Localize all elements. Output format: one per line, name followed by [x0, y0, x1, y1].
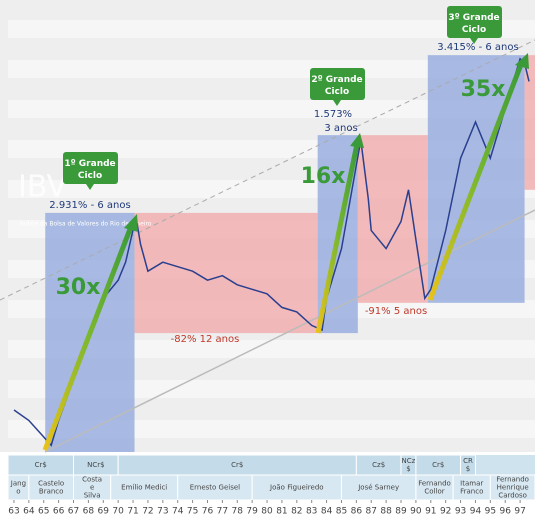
cycle-region [357, 135, 428, 303]
trend-upper [0, 39, 535, 301]
currency-label: Cr$ [35, 461, 47, 469]
x-tick-label: 74 [172, 507, 184, 517]
x-tick-label: 96 [499, 507, 511, 517]
x-tick-label: 71 [127, 507, 138, 517]
cycle-callout: 1º Grande Ciclo [64, 159, 115, 181]
stripe [8, 420, 535, 438]
president-label: Emílio Medici [121, 484, 167, 492]
x-tick-label: 94 [470, 507, 482, 517]
x-tick-label: 91 [425, 507, 436, 517]
x-tick-label: 82 [291, 507, 302, 517]
x-tick-label: 85 [336, 507, 347, 517]
multiple: 16x [301, 164, 346, 189]
currency-label: NCr$ [87, 461, 104, 469]
president-label: José Sarney [357, 484, 399, 492]
cycle-decline: -91% 5 anos [365, 306, 427, 317]
x-tick-label: 88 [380, 507, 392, 517]
multiple: 35x [461, 77, 506, 102]
cycle-gain: 2.931% - 6 anos [49, 200, 130, 211]
president-cell [110, 474, 179, 501]
x-tick-label: 84 [321, 507, 333, 517]
cycle-decline: -82% 12 anos [171, 334, 240, 345]
cycle-region [134, 212, 318, 334]
president-label: João Figueiredo [269, 484, 324, 492]
x-tick-label: 65 [38, 507, 49, 517]
president-cell [452, 474, 491, 501]
president-label: Itamar Franco [460, 480, 483, 496]
x-tick-label: 75 [187, 507, 198, 517]
president-cell [28, 474, 75, 501]
cycle-callout: 2º Grande Ciclo [311, 75, 362, 97]
x-tick-label: 80 [261, 507, 273, 517]
cycle-gain: 3 anos [324, 123, 357, 134]
x-tick-label: 79 [246, 507, 258, 517]
x-tick-label: 90 [410, 507, 422, 517]
president-cell [415, 474, 454, 501]
currency-label: NCz $ [402, 457, 416, 473]
x-tick-label: 93 [455, 507, 466, 517]
x-tick-label: 78 [232, 507, 244, 517]
x-tick-label: 86 [351, 507, 363, 517]
currency-label: Cz$ [372, 461, 385, 469]
x-tick-label: 67 [68, 507, 79, 517]
x-tick-label: 97 [514, 507, 525, 517]
cycle-region [524, 55, 535, 190]
x-tick-label: 73 [157, 507, 168, 517]
president-label: Jang o [10, 480, 26, 496]
x-tick-label: 81 [276, 507, 287, 517]
president-cell [177, 474, 253, 501]
currency-label: CR $ [463, 457, 473, 473]
trend-lower [44, 209, 535, 453]
president-label: Fernando Henrique Cardoso [496, 476, 529, 500]
cycle-callout: 3º Grande Ciclo [448, 13, 499, 35]
x-tick-label: 92 [440, 507, 451, 517]
cycle-gain: 3.415% - 6 anos [437, 42, 518, 53]
president-label: Costa e Silva [82, 476, 102, 500]
x-tick-label: 95 [485, 507, 496, 517]
x-tick-label: 66 [53, 507, 65, 517]
president-cell [489, 474, 535, 501]
stripe [8, 20, 535, 38]
x-tick-label: 76 [202, 507, 214, 517]
x-tick-label: 83 [306, 507, 317, 517]
arrows [42, 53, 529, 451]
stripe [8, 60, 535, 78]
x-tick-label: 89 [395, 507, 407, 517]
watermark: IBV [18, 170, 68, 205]
x-tick-label: 72 [142, 507, 153, 517]
cycle-gain: 1.573% [314, 109, 352, 120]
price-line [13, 57, 530, 447]
stripe [8, 340, 535, 358]
x-tick-label: 87 [366, 507, 377, 517]
president-label: Castelo Branco [38, 480, 64, 496]
callouts [63, 6, 502, 190]
president-label: Fernando Collor [418, 480, 451, 496]
x-tick-label: 69 [98, 507, 110, 517]
x-tick-label: 77 [217, 507, 228, 517]
watermark-subtitle: Índice da Bolsa de Valores do Rio de Jan… [20, 221, 152, 228]
stripe [8, 100, 535, 118]
x-tick-label: 68 [83, 507, 95, 517]
currency-label: Cr$ [432, 461, 444, 469]
x-tick-label: 70 [112, 507, 124, 517]
x-tick-label: 63 [8, 507, 19, 517]
president-label: Ernesto Geisel [190, 484, 240, 492]
stripe [8, 380, 535, 398]
x-tick-label: 64 [23, 507, 35, 517]
multiple: 30x [56, 275, 101, 300]
currency-label: Cr$ [231, 461, 243, 469]
